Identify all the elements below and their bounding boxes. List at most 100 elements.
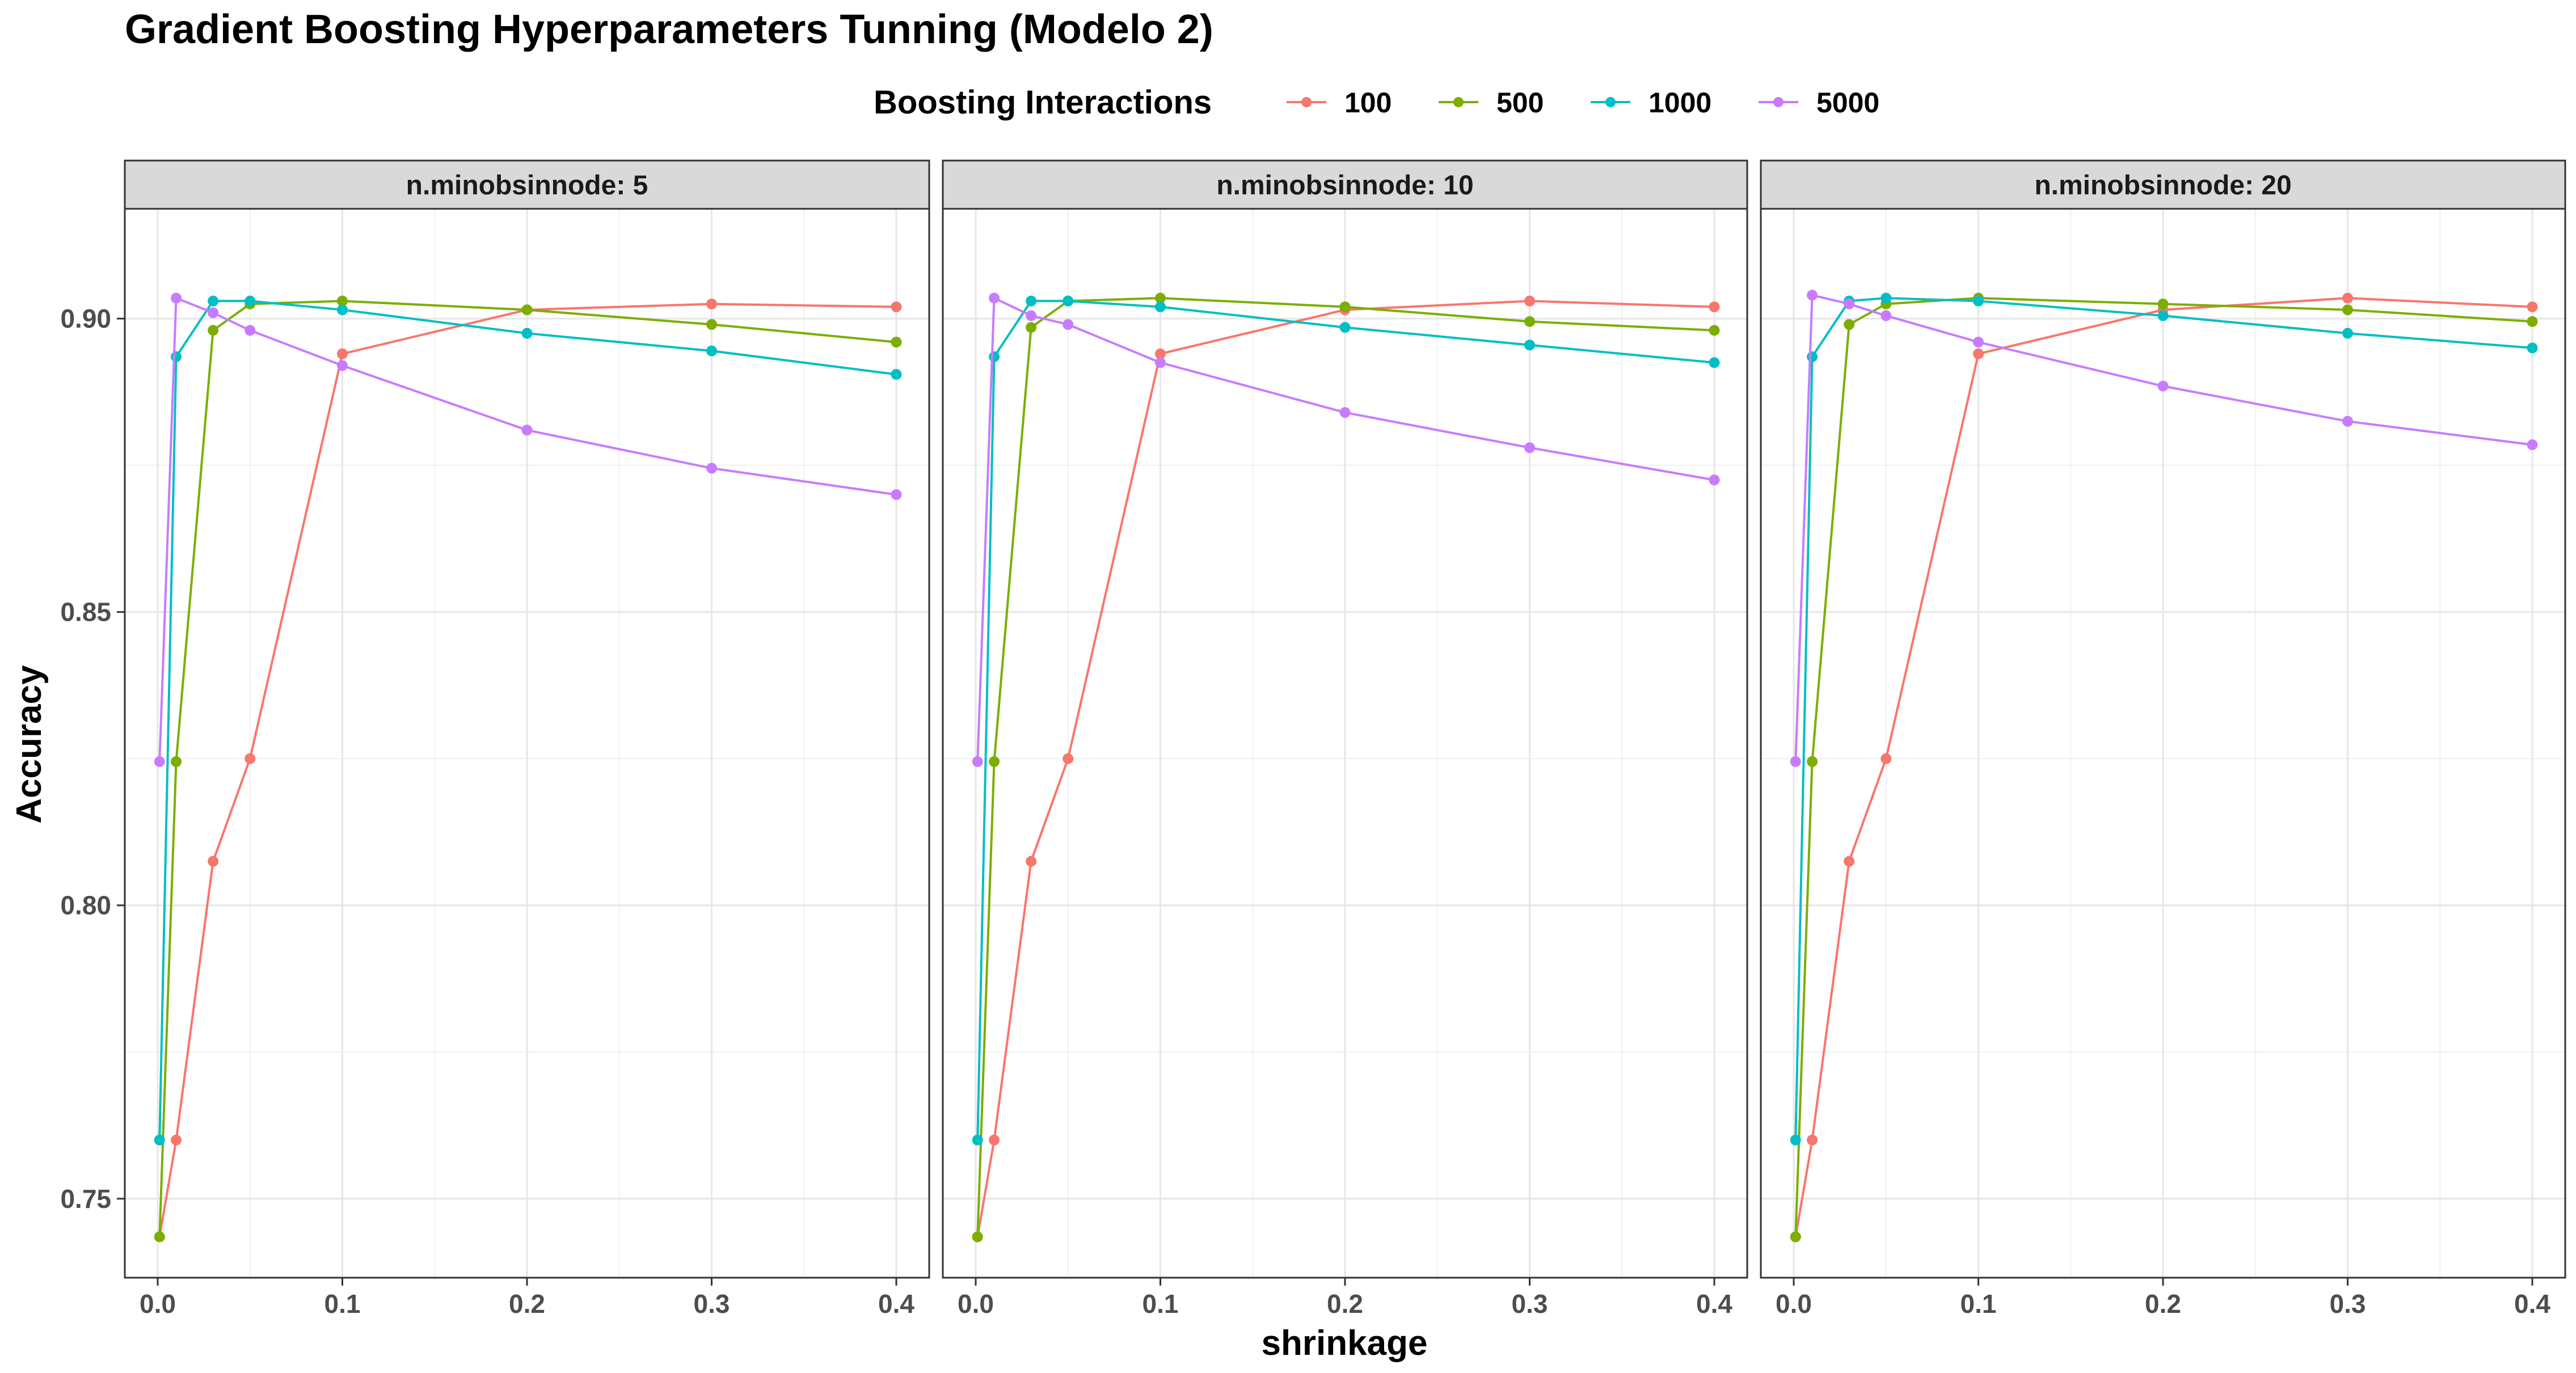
data-point (1339, 301, 1351, 313)
x-tick-label: 0.0 (140, 1289, 176, 1319)
legend-key-point (1301, 97, 1312, 107)
series-5000 (1790, 289, 2538, 767)
data-point (2527, 316, 2538, 327)
data-point (154, 1134, 165, 1145)
facet-panel-1: n.minobsinnode: 5 0.0 0.1 0.2 0.3 0.4 0.75 0.80… (60, 159, 930, 1319)
data-point (521, 327, 533, 339)
data-point (972, 1231, 983, 1243)
data-point (2157, 310, 2169, 321)
legend-label: 100 (1344, 87, 1392, 119)
data-point (337, 360, 348, 371)
data-point (1881, 292, 1892, 304)
data-point (1063, 753, 1074, 764)
series-line-1000 (976, 300, 1715, 1140)
x-tick-label: 0.4 (1696, 1289, 1732, 1319)
legend-label: 5000 (1816, 87, 1879, 119)
data-point (1524, 339, 1535, 351)
series-line-1000 (1794, 297, 2533, 1140)
series-line-5000 (976, 296, 1715, 762)
data-point (1709, 357, 1720, 368)
data-point (208, 325, 219, 336)
data-point (1844, 856, 1855, 867)
data-point (989, 1134, 1000, 1145)
legend-item-100: 100 (1287, 87, 1392, 119)
data-point (208, 296, 219, 307)
data-point (1524, 442, 1535, 453)
series-500 (154, 296, 902, 1243)
data-point (337, 348, 348, 360)
data-point (1524, 316, 1535, 327)
facet-strip-label: n.minobsinnode: 10 (1216, 171, 1473, 201)
data-point (2527, 342, 2538, 353)
data-point (1790, 1231, 1801, 1243)
legend-key-point (1453, 97, 1464, 107)
data-point (1709, 325, 1720, 336)
x-tick-label: 0.1 (1961, 1289, 1997, 1319)
data-point (1844, 298, 1855, 310)
facet-strip-label: n.minobsinnode: 20 (2034, 171, 2291, 201)
data-point (2342, 292, 2353, 304)
data-point (891, 301, 902, 313)
legend-title: Boosting Interactions (874, 84, 1212, 121)
data-point (1790, 756, 1801, 767)
data-point (1807, 351, 1818, 363)
series-500 (972, 292, 1720, 1243)
data-point (1973, 336, 1984, 348)
data-point (2527, 439, 2538, 450)
data-point (989, 292, 1000, 304)
grid (943, 209, 1747, 1278)
x-tick-label: 0.2 (1327, 1289, 1363, 1319)
data-point (706, 298, 717, 310)
x-tick-label: 0.2 (509, 1289, 545, 1319)
data-point (171, 292, 182, 304)
legend: Boosting Interactions 100 500 1000 5000 (874, 84, 1879, 121)
series-1000 (972, 296, 1720, 1145)
data-point (1844, 319, 1855, 330)
x-tick-label: 0.0 (1776, 1289, 1812, 1319)
data-point (891, 369, 902, 380)
x-axis-title: shrinkage (1262, 1324, 1428, 1363)
x-tick-label: 0.0 (958, 1289, 994, 1319)
legend-item-1000: 1000 (1591, 87, 1711, 119)
x-tick-label: 0.3 (1512, 1289, 1548, 1319)
series-line-1000 (158, 300, 897, 1140)
data-point (171, 756, 182, 767)
facet-strip (1760, 159, 2566, 210)
data-point (2342, 327, 2353, 339)
data-point (989, 756, 1000, 767)
y-axis-title: Accuracy (10, 665, 49, 824)
data-point (2342, 416, 2353, 427)
data-point (1155, 348, 1166, 360)
data-point (1524, 296, 1535, 307)
y-tick-label: 0.80 (60, 891, 111, 920)
data-point (154, 756, 165, 767)
data-point (1709, 474, 1720, 486)
x-tick-label: 0.2 (2145, 1289, 2181, 1319)
data-point (1339, 322, 1351, 333)
x-tick-label: 0.1 (324, 1289, 361, 1319)
series-line-500 (158, 300, 897, 1237)
data-point (2527, 301, 2538, 313)
legend-label: 1000 (1649, 87, 1711, 119)
facet-strip (942, 159, 1748, 210)
data-point (244, 753, 256, 764)
data-point (706, 319, 717, 330)
data-point (1807, 289, 1818, 301)
x-tick-label: 0.3 (2330, 1289, 2366, 1319)
data-point (1807, 756, 1818, 767)
data-point (1063, 296, 1074, 307)
data-point (989, 351, 1000, 363)
y-tick-label: 0.90 (60, 304, 111, 334)
series-1000 (1790, 292, 2538, 1145)
y-tick-label: 0.85 (60, 597, 111, 627)
data-point (521, 424, 533, 436)
series-line-100 (976, 300, 1715, 1237)
data-point (1155, 301, 1166, 313)
series-line-5000 (1794, 293, 2533, 762)
data-point (1026, 296, 1037, 307)
x-tick-label: 0.3 (694, 1289, 730, 1319)
data-point (706, 462, 717, 474)
series-line-500 (976, 297, 1715, 1237)
chart-title: Gradient Boosting Hyperparameters Tunnin… (125, 7, 1213, 52)
facet-panel-2: n.minobsinnode: 10 0.0 0.1 0.2 0.3 0.4 (942, 159, 1748, 1319)
